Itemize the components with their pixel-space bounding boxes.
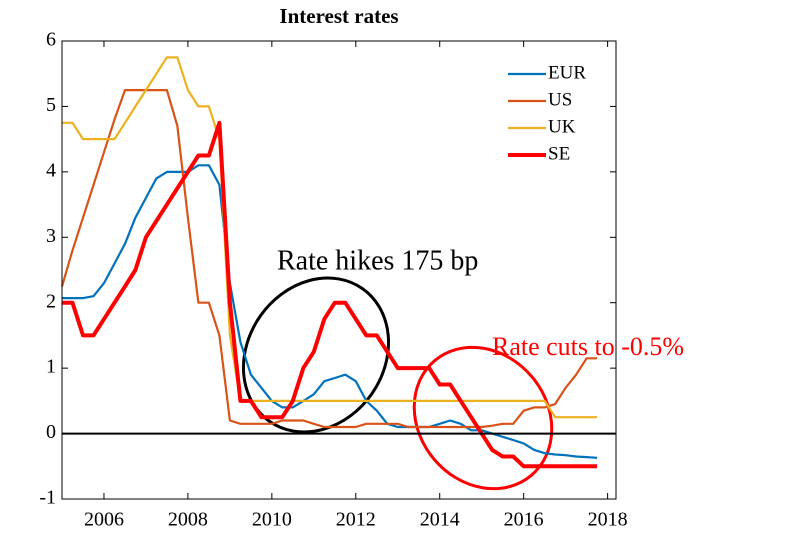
- x-tick-label: 2016: [504, 509, 544, 531]
- x-tick-label: 2010: [252, 509, 292, 531]
- y-tick-label: 1: [46, 356, 56, 378]
- y-tick-label: 5: [46, 94, 56, 116]
- line-series: [62, 164, 598, 459]
- y-tick-label: 4: [46, 159, 56, 181]
- x-tick-label: 2018: [588, 509, 628, 531]
- x-tick-label: 2008: [168, 509, 208, 531]
- y-tick-label: -1: [39, 487, 56, 509]
- annotation: Rate hikes 175 bp: [277, 245, 478, 276]
- line-series: [60, 89, 598, 429]
- annotation: Rate cuts to -0.5%: [492, 332, 684, 361]
- hike-ellipse: [241, 276, 391, 434]
- line-series: [62, 120, 598, 469]
- line-series: [62, 56, 598, 419]
- y-tick-label: 0: [46, 421, 56, 443]
- y-tick-label: 2: [46, 290, 56, 312]
- legend-label: UK: [548, 116, 576, 137]
- y-tick-label: 6: [46, 29, 56, 51]
- x-tick-label: 2014: [420, 509, 460, 531]
- cut-ellipse: [412, 345, 554, 491]
- legend-label: SE: [548, 143, 570, 164]
- x-tick-label: 2006: [84, 509, 124, 531]
- y-tick-label: 3: [46, 225, 56, 247]
- legend-label: EUR: [548, 62, 586, 83]
- x-tick-label: 2012: [336, 509, 376, 531]
- legend-label: US: [548, 89, 572, 110]
- plot-frame: [61, 40, 617, 500]
- chart-title: Interest rates: [279, 4, 398, 28]
